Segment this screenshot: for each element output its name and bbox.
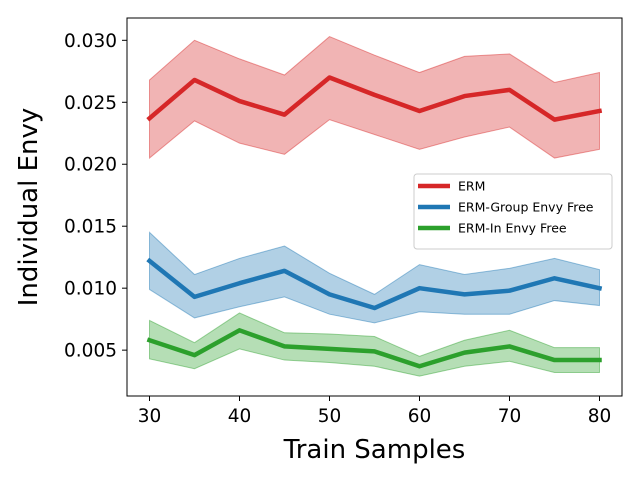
line-series-0 <box>146 75 603 122</box>
y-tick-label: 0.015 <box>64 217 117 238</box>
legend: ERM ERM-Group Envy Free ERM-In Envy Free <box>413 173 613 250</box>
x-tick-label: 80 <box>588 406 612 427</box>
band-series-0 <box>149 36 600 160</box>
x-axis-ticks: 30 40 50 60 70 80 <box>138 396 612 427</box>
legend-label: ERM-Group Envy Free <box>458 200 594 215</box>
x-tick-label: 40 <box>228 406 252 427</box>
band-series-2 <box>149 312 600 377</box>
x-tick-label: 70 <box>498 406 522 427</box>
confidence-bands <box>149 36 600 377</box>
band-series-1 <box>149 231 600 324</box>
y-axis-ticks: 0.005 0.010 0.015 0.020 0.025 0.030 <box>64 31 127 362</box>
series-lines <box>146 75 603 369</box>
plot-frame <box>126 17 623 397</box>
legend-label: ERM-In Envy Free <box>458 221 567 236</box>
line-series-1 <box>146 257 603 311</box>
y-axis-label: Individual Envy <box>14 108 44 307</box>
legend-label: ERM <box>458 179 485 194</box>
y-tick-label: 0.025 <box>64 93 117 114</box>
line-series-2 <box>146 328 602 369</box>
x-tick-label: 50 <box>318 406 342 427</box>
x-tick-label: 60 <box>408 406 432 427</box>
y-tick-label: 0.005 <box>64 341 117 362</box>
x-tick-label: 30 <box>138 406 162 427</box>
y-tick-label: 0.010 <box>64 279 117 300</box>
x-axis-label: Train Samples <box>283 435 466 465</box>
y-tick-label: 0.020 <box>64 155 117 176</box>
y-tick-label: 0.030 <box>64 31 117 52</box>
legend-box <box>413 173 613 250</box>
